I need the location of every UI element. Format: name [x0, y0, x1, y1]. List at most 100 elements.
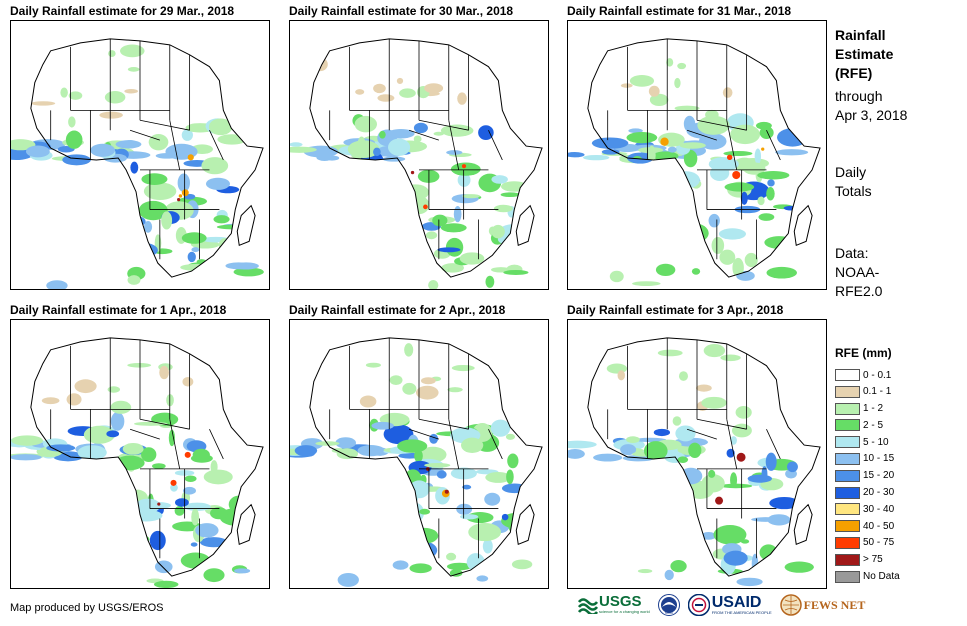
land-rain-cell: [620, 541, 638, 552]
land-rain-cell: [387, 222, 405, 231]
country-border: [418, 418, 469, 430]
legend-swatch: [835, 503, 860, 516]
land-rain-cell: [402, 215, 420, 224]
land-rain-cell: [97, 200, 105, 211]
land-rain-cell: [451, 364, 475, 372]
heavy-rain-cell: [177, 198, 181, 202]
land-rain-cell: [775, 149, 809, 156]
legend-swatch: [835, 385, 860, 398]
land-rain-cell: [397, 439, 428, 453]
legend-swatch: [835, 436, 860, 449]
country-border: [726, 120, 738, 170]
land-rain-cell: [756, 561, 779, 575]
land-rain-cell: [373, 83, 386, 94]
africa-coastline: [587, 337, 821, 577]
land-rain-cell: [461, 437, 484, 453]
ocean-rain-cell: [736, 577, 763, 587]
ocean-rain-cell: [392, 560, 409, 570]
ocean-rain-cell: [664, 569, 674, 581]
usgs-logo: USGS science for a changing world: [578, 594, 650, 615]
rainfall-map-3: [567, 20, 827, 290]
land-rain-cell: [679, 491, 711, 496]
land-rain-cell: [446, 562, 472, 571]
panel-title-3: Daily Rainfall estimate for 31 Mar., 201…: [567, 4, 792, 18]
land-rain-cell: [413, 135, 422, 143]
land-rain-cell: [653, 547, 669, 560]
land-rain-cell: [653, 428, 671, 437]
heavy-rain-cell: [106, 471, 114, 479]
land-rain-cell: [210, 507, 228, 520]
africa-coastline: [30, 38, 264, 278]
ocean-rain-cell: [153, 580, 179, 588]
land-rain-cell: [213, 215, 230, 224]
legend-swatch: [835, 419, 860, 432]
land-rain-cell: [390, 261, 421, 272]
land-rain-cell: [124, 89, 138, 94]
land-rain-cell: [128, 242, 158, 258]
land-rain-cell: [115, 455, 145, 471]
logo-strip: USGS science for a changing world NOAA U…: [578, 594, 873, 616]
heavy-rain-cell: [410, 170, 415, 175]
ocean-rain-cell: [503, 269, 529, 275]
land-rain-cell: [733, 157, 756, 171]
land-rain-cell: [110, 523, 125, 531]
sidebar-title: Rainfall Estimate (RFE): [835, 26, 893, 83]
land-rain-cell: [705, 109, 719, 120]
legend-item: 2 - 5: [835, 417, 900, 433]
heavy-rain-cell: [170, 479, 177, 486]
land-rain-cell: [629, 253, 641, 273]
heavy-rain-cell: [660, 137, 669, 146]
ocean-rain-cell: [290, 142, 303, 147]
land-rain-cell: [433, 131, 444, 136]
ocean-rain-cell: [634, 437, 667, 443]
land-rain-cell: [424, 462, 451, 468]
land-rain-cell: [217, 134, 247, 145]
legend-item: 50 - 75: [835, 535, 900, 551]
land-rain-cell: [94, 526, 116, 531]
land-rain-cell: [404, 343, 414, 357]
legend-label: 20 - 30: [863, 487, 895, 499]
land-rain-cell: [86, 493, 105, 510]
land-rain-cell: [440, 223, 467, 233]
land-rain-cell: [159, 365, 169, 380]
land-rain-cell: [161, 211, 173, 230]
land-rain-cell: [68, 91, 83, 100]
land-rain-cell: [683, 500, 690, 515]
land-rain-cell: [731, 423, 752, 438]
country-border: [418, 119, 469, 131]
land-rain-cell: [501, 483, 528, 494]
heavy-rain-cell: [656, 507, 666, 517]
madagascar-outline: [515, 204, 535, 246]
land-rain-cell: [180, 552, 211, 569]
ocean-rain-cell: [441, 263, 464, 273]
land-rain-cell: [419, 508, 431, 515]
legend-item: No Data: [835, 569, 900, 585]
land-rain-cell: [500, 192, 520, 198]
land-rain-cell: [78, 549, 111, 560]
legend-item: 10 - 15: [835, 451, 900, 467]
land-rain-cell: [201, 157, 229, 175]
sidebar-through-line: Apr 3, 2018: [835, 107, 908, 123]
country-border: [209, 130, 224, 161]
land-rain-cell: [709, 165, 730, 181]
land-rain-cell: [425, 231, 438, 240]
land-rain-cell: [719, 249, 736, 265]
sidebar-through: through Apr 3, 2018: [835, 87, 907, 125]
legend-item: 20 - 30: [835, 485, 900, 501]
country-border: [169, 419, 181, 469]
land-rain-cell: [105, 537, 124, 552]
legend-label: 30 - 40: [863, 503, 895, 515]
heavy-rain-cell: [726, 154, 733, 161]
sidebar-daily-totals: Daily Totals: [835, 163, 872, 201]
land-rain-cell: [382, 178, 412, 185]
ocean-rain-cell: [609, 270, 624, 283]
land-rain-cell: [635, 529, 646, 547]
sidebar-daily-line: Totals: [835, 183, 872, 199]
land-rain-cell: [399, 88, 416, 98]
land-rain-cell: [672, 253, 694, 267]
land-rain-cell: [362, 518, 375, 537]
land-rain-cell: [491, 224, 505, 239]
country-border: [139, 119, 190, 131]
land-rain-cell: [646, 219, 667, 233]
country-border: [139, 418, 190, 430]
